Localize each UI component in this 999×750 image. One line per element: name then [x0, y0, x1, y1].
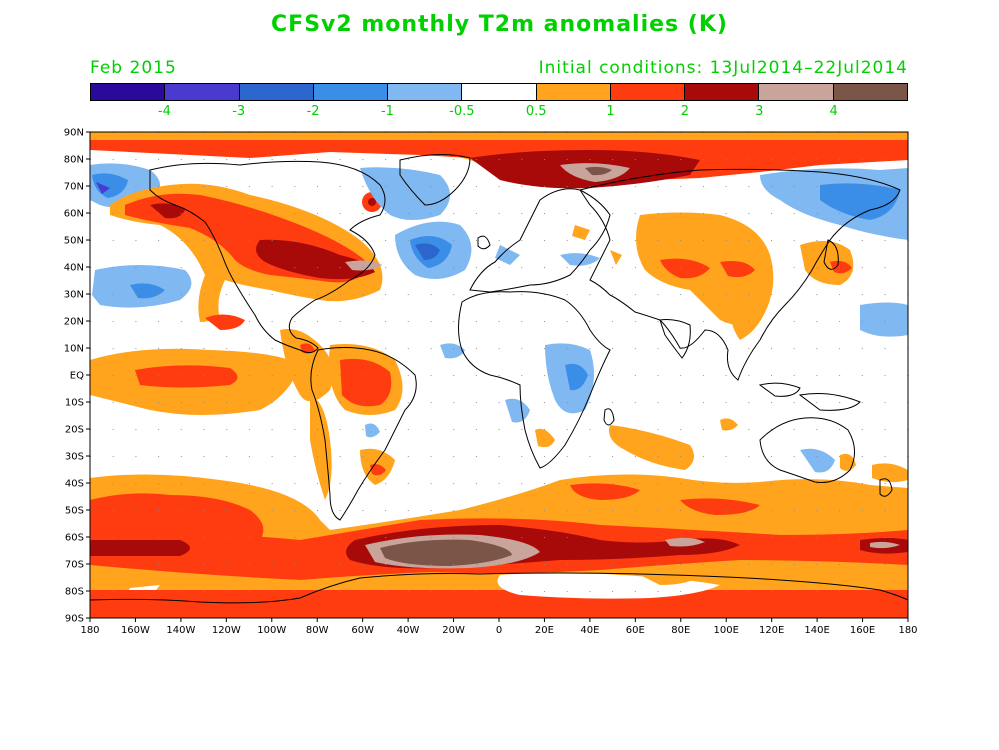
- lon-label: 140W: [166, 625, 195, 636]
- lat-label: 80N: [64, 155, 84, 166]
- colorbar-tick-label: -3: [232, 104, 246, 119]
- colorbar-swatch: [313, 84, 389, 100]
- lon-label: 60E: [626, 625, 645, 636]
- colorbar-swatch: [165, 84, 240, 100]
- colorbar-tick-label: -2: [306, 104, 320, 119]
- lat-label: 20S: [65, 425, 84, 436]
- colorbar-tick-label: -4: [157, 104, 171, 119]
- lat-label: 60N: [64, 209, 84, 220]
- colorbar-tick-label: 2: [680, 104, 690, 119]
- chart-title: CFSv2 monthly T2m anomalies (K): [271, 12, 728, 37]
- lat-label: 10S: [65, 398, 84, 409]
- lon-label: 0: [496, 625, 502, 636]
- lat-label: 80S: [65, 587, 84, 598]
- lat-label: 90N: [64, 128, 84, 139]
- lon-label: 180: [80, 625, 99, 636]
- latitude-axis: 90N 80N 70N 60N 50N 40N 30N 20N 10N EQ 10S 20S 30S 40…: [64, 128, 90, 625]
- lon-label: 140E: [804, 625, 829, 636]
- lat-label: 20N: [64, 317, 84, 328]
- lon-label: 160E: [850, 625, 875, 636]
- colorbar-swatch: [610, 84, 686, 100]
- lon-label: 40E: [580, 625, 599, 636]
- colorbar-swatch: [759, 84, 834, 100]
- anomaly-fields: [90, 132, 908, 618]
- lat-label: 60S: [65, 533, 84, 544]
- longitude-axis: 180 160W 140W 120W 100W 80W 60W 40W 20W 0 20E 40E 60…: [80, 618, 918, 636]
- lon-label: 80W: [306, 625, 329, 636]
- colorbar-tick-label: 0.5: [525, 104, 547, 119]
- colorbar-tick-label: 1: [606, 104, 615, 119]
- lat-label: 70S: [65, 560, 84, 571]
- colorbar-swatch: [239, 84, 314, 100]
- colorbar-tick-label: -1: [380, 104, 394, 119]
- lat-label: 50S: [65, 506, 84, 517]
- colorbar-tick-label: -0.5: [449, 104, 475, 119]
- colorbar-swatch: [388, 84, 463, 100]
- coastlines: [90, 153, 908, 604]
- lon-label: 160W: [121, 625, 150, 636]
- lat-label: 50N: [64, 236, 84, 247]
- lat-label: 30N: [64, 290, 84, 301]
- lon-label: 120W: [212, 625, 241, 636]
- lon-label: 180: [898, 625, 917, 636]
- colorbar-swatch: [833, 84, 907, 100]
- lon-label: 20E: [535, 625, 554, 636]
- colorbar-tick-label: 4: [829, 104, 838, 119]
- colorbar-swatch: [685, 84, 760, 100]
- lon-label: 120E: [759, 625, 784, 636]
- colorbar-swatch: [91, 84, 166, 100]
- lon-label: 40W: [397, 625, 420, 636]
- lat-label: EQ: [70, 371, 84, 382]
- lat-label: 30S: [65, 452, 84, 463]
- colorbar-swatch: [536, 84, 611, 100]
- lon-label: 100E: [714, 625, 739, 636]
- colorbar: [90, 83, 908, 101]
- colorbar-tick-label: 3: [755, 104, 764, 119]
- lat-label: 10N: [64, 344, 84, 355]
- lon-label: 20W: [442, 625, 465, 636]
- lon-label: 60W: [351, 625, 374, 636]
- lat-label: 90S: [65, 614, 84, 625]
- lon-label: 100W: [257, 625, 286, 636]
- lon-label: 80E: [671, 625, 690, 636]
- lat-label: 70N: [64, 182, 84, 193]
- colorbar-swatch: [462, 84, 537, 100]
- initial-conditions-label: Initial conditions: 13Jul2014–22Jul2014: [538, 58, 908, 78]
- lat-label: 40S: [65, 479, 84, 490]
- lat-label: 40N: [64, 263, 84, 274]
- valid-month-label: Feb 2015: [90, 58, 177, 78]
